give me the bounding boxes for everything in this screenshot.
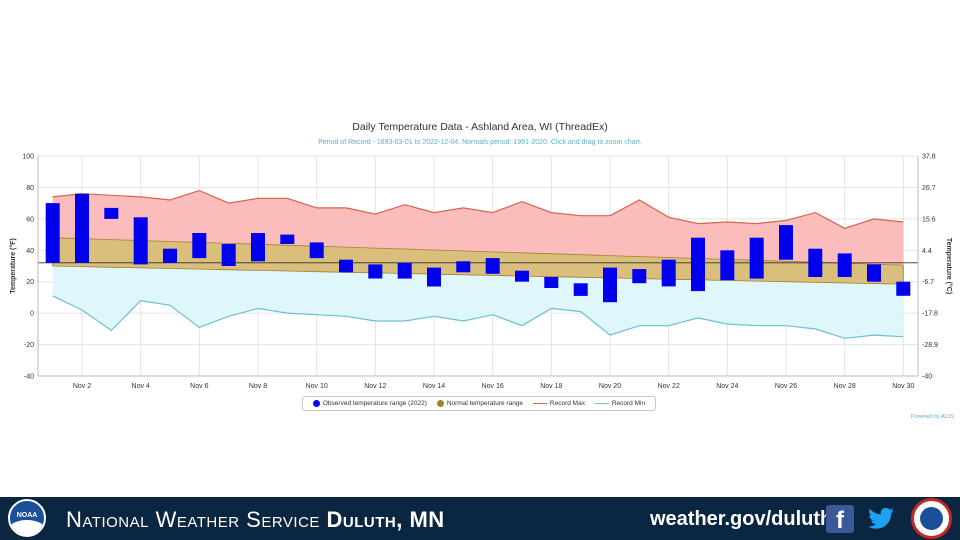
nws-logo bbox=[911, 498, 952, 539]
footer-title: National Weather Service Duluth, MN bbox=[66, 507, 445, 533]
y-tick-label-right: 26.7 bbox=[922, 185, 936, 192]
chart-title: Daily Temperature Data - Ashland Area, W… bbox=[352, 121, 608, 133]
observed-bar[interactable] bbox=[749, 237, 764, 279]
observed-bar[interactable] bbox=[309, 242, 324, 259]
chart-legend: Observed temperature range (2022) Normal… bbox=[302, 396, 656, 411]
y-tick-label-left: 40 bbox=[26, 248, 34, 255]
y-tick-label-left: -20 bbox=[24, 342, 34, 349]
y-tick-label-left: 20 bbox=[26, 279, 34, 286]
y-tick-label-left: 80 bbox=[26, 185, 34, 192]
y-tick-label-left: 0 bbox=[30, 311, 34, 318]
legend-normal-label: Normal temperature range bbox=[446, 400, 524, 407]
x-tick-label: Nov 8 bbox=[249, 383, 267, 390]
observed-bar[interactable] bbox=[691, 237, 705, 292]
y-tick-label-left: -40 bbox=[24, 374, 34, 381]
observed-bar[interactable] bbox=[632, 269, 647, 284]
record-max-area bbox=[52, 190, 904, 266]
observed-bar[interactable] bbox=[133, 217, 148, 265]
observed-bars bbox=[45, 193, 911, 303]
observed-bar[interactable] bbox=[603, 267, 617, 303]
noaa-wave bbox=[10, 519, 44, 535]
observed-bar[interactable] bbox=[779, 225, 793, 260]
y-tick-label-right: 37.8 bbox=[922, 154, 936, 161]
y-tick-label-right: -6.7 bbox=[922, 279, 934, 286]
legend-record-min-symbol bbox=[594, 402, 609, 405]
y-tick-label-right: 15.6 bbox=[922, 216, 936, 223]
legend-item-normal[interactable]: Normal temperature range bbox=[436, 400, 524, 407]
observed-bar[interactable] bbox=[397, 262, 412, 279]
x-tick-label: Nov 20 bbox=[599, 383, 621, 390]
record-max-line bbox=[52, 189, 904, 229]
observed-bar[interactable] bbox=[221, 244, 236, 266]
observed-bar[interactable] bbox=[544, 277, 559, 288]
x-tick-label: Nov 12 bbox=[364, 383, 386, 390]
observed-bar[interactable] bbox=[896, 281, 911, 296]
temperature-chart[interactable]: 100 80 60 40 20 0 -20 -40 37.8 26.7 15.6 4.4 -6.7 -17… bbox=[0, 0, 960, 440]
x-tick-label: Nov 14 bbox=[423, 383, 445, 390]
y-tick-label-left: 60 bbox=[26, 216, 34, 223]
x-tick-label: Nov 24 bbox=[716, 383, 738, 390]
legend-observed-label: Observed temperature range (2022) bbox=[322, 400, 427, 407]
legend-item-record-max[interactable]: Record Max bbox=[532, 400, 585, 407]
observed-bar[interactable] bbox=[661, 259, 676, 287]
observed-bar[interactable] bbox=[163, 248, 177, 263]
observed-bar[interactable] bbox=[456, 261, 471, 273]
legend-record-min-label: Record Min bbox=[611, 400, 646, 407]
y-axis-title-right: Temperature (°C) bbox=[945, 238, 953, 294]
observed-bar[interactable] bbox=[515, 270, 529, 282]
observed-bar[interactable] bbox=[485, 258, 500, 274]
y-axis-title-left: Temperature (°F) bbox=[9, 238, 17, 294]
x-tick-label: Nov 4 bbox=[132, 383, 150, 390]
legend-item-record-min[interactable]: Record Min bbox=[594, 400, 646, 407]
x-tick-label: Nov 10 bbox=[306, 383, 328, 390]
x-tick-label: Nov 16 bbox=[482, 383, 504, 390]
footer-banner: NOAA National Weather Service Duluth, MN… bbox=[0, 497, 960, 540]
observed-bar[interactable] bbox=[573, 283, 588, 296]
observed-bar[interactable] bbox=[251, 233, 265, 262]
y-tick-label-left: 100 bbox=[22, 154, 34, 161]
x-tick-label: Nov 26 bbox=[775, 383, 797, 390]
twitter-icon[interactable] bbox=[866, 505, 896, 533]
nws-logo-inner bbox=[920, 507, 943, 530]
observed-bar[interactable] bbox=[75, 193, 89, 263]
y-tick-label-right: -28.9 bbox=[922, 342, 938, 349]
legend-normal-symbol bbox=[436, 400, 444, 407]
y-tick-label-right: 4.4 bbox=[922, 248, 932, 255]
legend-observed-symbol bbox=[312, 400, 320, 407]
observed-bar[interactable] bbox=[368, 264, 383, 279]
y-tick-label-right: -40 bbox=[922, 374, 932, 381]
observed-bar[interactable] bbox=[837, 253, 852, 277]
x-tick-label: Nov 6 bbox=[190, 383, 208, 390]
observed-bar[interactable] bbox=[720, 250, 735, 281]
axes: 100 80 60 40 20 0 -20 -40 37.8 26.7 15.6 4.4 -6.7 -17… bbox=[9, 154, 953, 391]
credit-link[interactable]: Powered by ACIS bbox=[910, 414, 954, 420]
facebook-icon[interactable]: f bbox=[826, 505, 854, 534]
range-areas bbox=[38, 189, 918, 339]
footer-title-bold: Duluth, MN bbox=[326, 507, 445, 532]
footer-title-regular: National Weather Service bbox=[66, 507, 327, 532]
noaa-logo: NOAA bbox=[8, 499, 46, 537]
observed-bar[interactable] bbox=[808, 248, 823, 277]
record-min-area bbox=[52, 266, 904, 339]
observed-bar[interactable] bbox=[192, 233, 207, 259]
chart-subtitle: Period of Record - 1893-03-01 to 2022-12… bbox=[318, 139, 642, 146]
observed-bar[interactable] bbox=[867, 264, 881, 282]
y-tick-label-right: -17.8 bbox=[922, 311, 938, 318]
x-tick-label: Nov 30 bbox=[892, 383, 914, 390]
observed-bar[interactable] bbox=[339, 259, 353, 273]
x-tick-label: Nov 22 bbox=[658, 383, 680, 390]
x-tick-label: Nov 28 bbox=[834, 383, 856, 390]
legend-record-max-symbol bbox=[532, 402, 547, 405]
observed-bar[interactable] bbox=[427, 267, 441, 287]
observed-bar[interactable] bbox=[45, 203, 60, 263]
x-tick-label: Nov 2 bbox=[73, 383, 91, 390]
observed-bar[interactable] bbox=[280, 234, 295, 244]
x-tick-label: Nov 18 bbox=[540, 383, 562, 390]
footer-url[interactable]: weather.gov/duluth bbox=[650, 508, 833, 530]
noaa-logo-text: NOAA bbox=[16, 512, 38, 519]
record-min-line bbox=[52, 295, 904, 339]
legend-record-max-label: Record Max bbox=[549, 400, 585, 407]
observed-bar[interactable] bbox=[104, 207, 119, 219]
legend-item-observed[interactable]: Observed temperature range (2022) bbox=[312, 400, 427, 407]
